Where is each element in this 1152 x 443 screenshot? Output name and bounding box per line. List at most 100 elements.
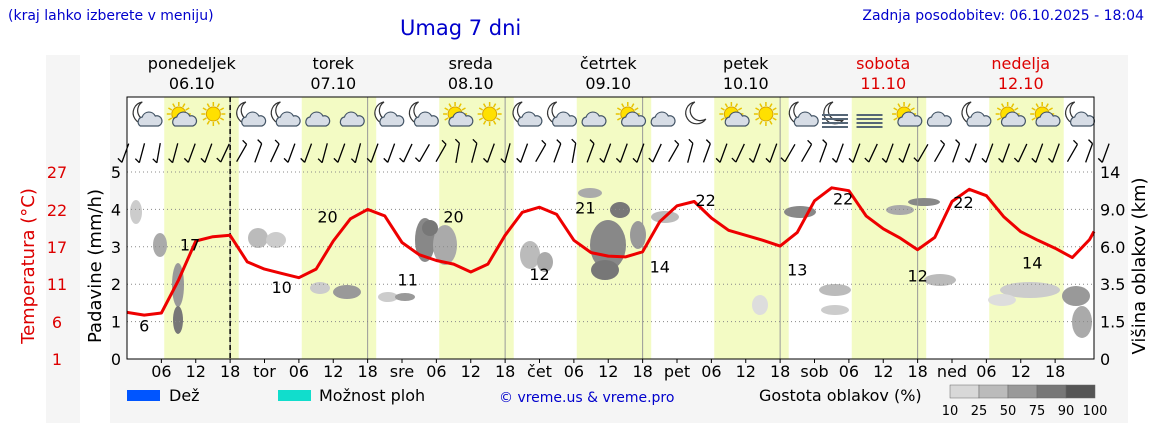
density-scale-label: 10 (942, 404, 959, 419)
precip-tick-label: 5 (111, 163, 121, 182)
wind-barb (731, 143, 745, 163)
x-tick-label: 12 (461, 362, 481, 381)
moon-cloud-icon (788, 101, 819, 127)
wind-barb (648, 143, 662, 163)
moon-cloud-icon (270, 101, 301, 127)
cloud-height-axis-label: Višina oblakov (km) (1129, 177, 1150, 354)
wind-barb (1066, 139, 1079, 162)
cloud-density (537, 252, 553, 272)
wind-barb (183, 143, 196, 163)
temp-tick-label: 27 (47, 163, 67, 182)
density-scale-label: 50 (1000, 404, 1017, 419)
wind-barb (333, 143, 346, 163)
temperature-label: 6 (139, 317, 149, 336)
wind-barb (383, 143, 396, 163)
wind-barb (571, 138, 577, 163)
day-name: nedelja (991, 54, 1050, 73)
wind-barb (881, 143, 894, 163)
cloud-density (821, 305, 849, 315)
sun-cloud-icon (1030, 102, 1061, 127)
wind-barb (134, 143, 146, 164)
wind-barb (1013, 143, 1028, 163)
density-swatch (978, 384, 1009, 399)
wind-barb (200, 143, 213, 163)
legend-density-label: Gostota oblakov (%) (759, 386, 922, 405)
cloud-height-tick-label: 0 (1100, 350, 1110, 369)
day-date: 12.10 (998, 74, 1044, 93)
wind-barb (270, 139, 280, 163)
wind-barb (317, 143, 328, 164)
wind-barb (553, 139, 562, 163)
wind-barb (152, 143, 161, 164)
x-tick-label: 12 (736, 362, 756, 381)
temperature-label: 22 (953, 193, 973, 212)
copyright-link[interactable]: © vreme.us & vreme.pro (499, 390, 674, 406)
cloud-density (520, 241, 540, 269)
cloud-density (1062, 286, 1090, 306)
cloud-density (630, 221, 646, 249)
wind-barb (998, 143, 1011, 163)
temperature-label: 14 (650, 258, 670, 277)
wind-barb (366, 143, 379, 163)
cloud-density (819, 284, 851, 296)
wind-barb (687, 138, 694, 163)
legend-storm-label: Možnost ploh (319, 386, 425, 405)
x-tick-label: 18 (907, 362, 927, 381)
x-tick-label: 12 (598, 362, 618, 381)
day-date: 09.10 (585, 74, 631, 93)
moon-cloud-icon (374, 101, 405, 127)
precip-tick-label: 0 (111, 350, 121, 369)
moon-cloud-icon (1065, 101, 1096, 127)
sun-cloud-icon (995, 102, 1026, 127)
wind-barb (964, 143, 977, 163)
cloud-density (578, 188, 602, 198)
wind-barb (168, 143, 179, 164)
density-scale-label: 75 (1029, 404, 1046, 419)
sun-icon (477, 102, 502, 126)
sun-icon (201, 102, 226, 126)
temperature-label: 20 (443, 207, 463, 226)
cloud-density (752, 295, 768, 315)
cloud-density (333, 285, 361, 299)
x-tick-label: 06 (564, 362, 584, 381)
x-tick-label: 12 (186, 362, 206, 381)
wind-barb (632, 143, 645, 163)
cloud-density (130, 200, 142, 224)
page-title: Umag 7 dni (400, 16, 522, 40)
cloud-density (908, 198, 940, 206)
x-tick-label: 18 (495, 362, 515, 381)
x-tick-label: pet (664, 362, 690, 381)
cloud-density (1072, 306, 1092, 338)
day-date: 08.10 (448, 74, 494, 93)
temp-tick-label: 22 (47, 201, 67, 220)
region-hint[interactable]: (kraj lahko izberete v meniju) (8, 8, 214, 24)
cloud-height-tick-label: 14 (1100, 163, 1120, 182)
sun-cloud-icon (615, 102, 647, 127)
wind-barb (454, 138, 461, 163)
temp-tick-label: 6 (52, 313, 62, 332)
cloud-icon (581, 111, 607, 127)
wind-barb (848, 143, 861, 163)
x-tick-label: 06 (701, 362, 721, 381)
x-tick-label: 12 (1011, 362, 1031, 381)
x-tick-label: 12 (323, 362, 343, 381)
last-update: Zadnja posodobitev: 06.10.2025 - 18:04 (862, 8, 1144, 24)
density-swatch (1007, 384, 1038, 399)
day-date: 10.10 (723, 74, 769, 93)
wind-barb (898, 143, 911, 163)
wind-barb (516, 143, 529, 163)
density-scale-label: 90 (1058, 404, 1075, 419)
wind-barb (748, 143, 761, 163)
daylight-band (301, 97, 377, 359)
cloud-density (266, 232, 286, 248)
day-name: ponedeljek (148, 54, 237, 73)
density-swatch (1065, 384, 1096, 399)
day-name: sobota (856, 54, 910, 73)
cloud-density (1000, 282, 1060, 298)
sun-cloud-icon (443, 102, 474, 127)
temperature-line (126, 186, 1096, 317)
day-name: petek (723, 54, 769, 73)
temp-tick-label: 17 (47, 238, 67, 257)
daylight-band (439, 97, 514, 359)
